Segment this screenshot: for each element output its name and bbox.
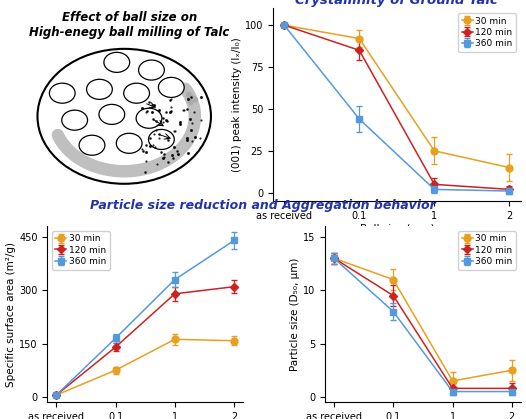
Circle shape (116, 133, 142, 153)
Text: Effect of ball size on: Effect of ball size on (62, 11, 197, 24)
Text: High-enegy ball milling of Talc: High-enegy ball milling of Talc (29, 26, 229, 39)
Circle shape (79, 135, 105, 155)
Circle shape (124, 83, 149, 103)
Title: Crystallinity of Ground Talc: Crystallinity of Ground Talc (296, 0, 498, 7)
Text: Particle size reduction and Aggregation behavior: Particle size reduction and Aggregation … (90, 199, 436, 212)
Legend: 30 min, 120 min, 360 min: 30 min, 120 min, 360 min (458, 231, 516, 269)
Legend: 30 min, 120 min, 360 min: 30 min, 120 min, 360 min (52, 231, 110, 269)
X-axis label: Ball size (mm): Ball size (mm) (359, 224, 434, 234)
Y-axis label: (001) peak intensity (Iₓ/I₀): (001) peak intensity (Iₓ/I₀) (232, 37, 242, 172)
Circle shape (138, 60, 164, 80)
Circle shape (148, 129, 174, 150)
Circle shape (104, 52, 130, 72)
Y-axis label: Particle size (D₅₀, μm): Particle size (D₅₀, μm) (290, 258, 300, 371)
Circle shape (87, 79, 113, 99)
Circle shape (158, 78, 184, 98)
Y-axis label: Specific surface area (m²/g): Specific surface area (m²/g) (6, 242, 16, 387)
Circle shape (136, 108, 162, 128)
Circle shape (99, 104, 125, 124)
Legend: 30 min, 120 min, 360 min: 30 min, 120 min, 360 min (458, 13, 516, 52)
Circle shape (62, 110, 87, 130)
Circle shape (49, 83, 75, 103)
